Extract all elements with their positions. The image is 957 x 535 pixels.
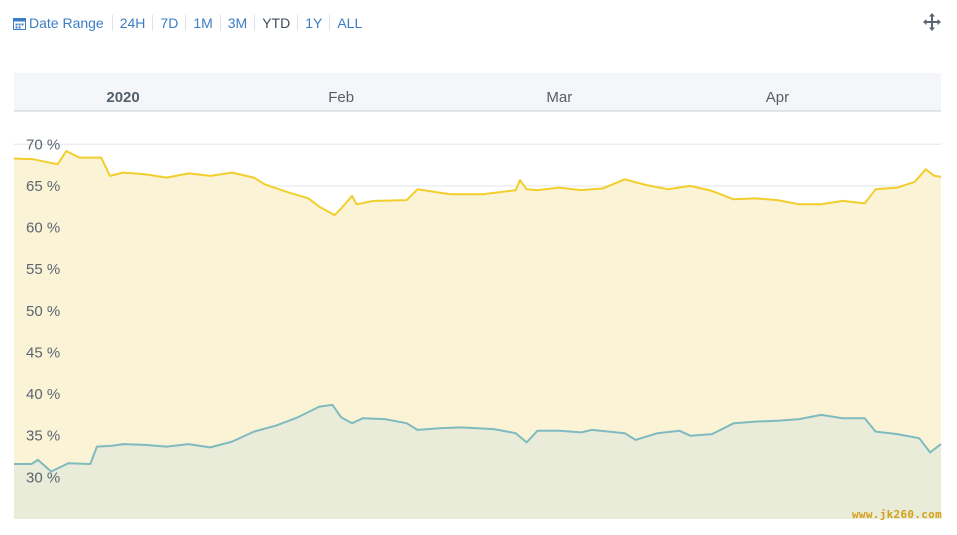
y-tick-label: 60 % [26, 220, 60, 237]
series-1-line [14, 403, 942, 473]
y-tick-label: 45 % [26, 344, 60, 361]
month-header-band [14, 73, 941, 111]
watermark: www.jk260.com [852, 508, 942, 521]
range-button-1y[interactable]: 1Y [297, 15, 329, 31]
range-button-1m[interactable]: 1M [185, 15, 219, 31]
y-tick-label: 50 % [26, 303, 60, 320]
move-arrows-icon[interactable] [922, 12, 942, 32]
calendar-icon [13, 17, 26, 30]
y-tick-label: 35 % [26, 428, 60, 445]
range-button-3m[interactable]: 3M [219, 15, 254, 31]
range-button-all[interactable]: ALL [329, 15, 369, 31]
x-axis-label: 2020 [106, 89, 139, 106]
x-axis-label: Feb [328, 89, 354, 106]
range-selector-toolbar: Date Range 24H 7D 1M 3M YTD 1Y ALL [13, 12, 369, 34]
range-button-ytd[interactable]: YTD [254, 15, 297, 31]
series-0-line [13, 150, 942, 217]
y-tick-label: 70 % [26, 136, 60, 153]
x-axis-label: Mar [546, 89, 572, 106]
x-axis-label: Apr [766, 89, 789, 106]
range-button-7d[interactable]: 7D [152, 15, 185, 31]
y-tick-label: 55 % [26, 261, 60, 278]
date-range-label: Date Range [29, 15, 104, 31]
y-tick-label: 65 % [26, 178, 60, 195]
series-1-area [14, 404, 941, 519]
y-tick-label: 40 % [26, 386, 60, 403]
y-tick-label: 30 % [26, 469, 60, 486]
date-range-button[interactable]: Date Range [13, 15, 112, 31]
series-0-area [14, 151, 941, 519]
range-button-24h[interactable]: 24H [111, 15, 153, 31]
